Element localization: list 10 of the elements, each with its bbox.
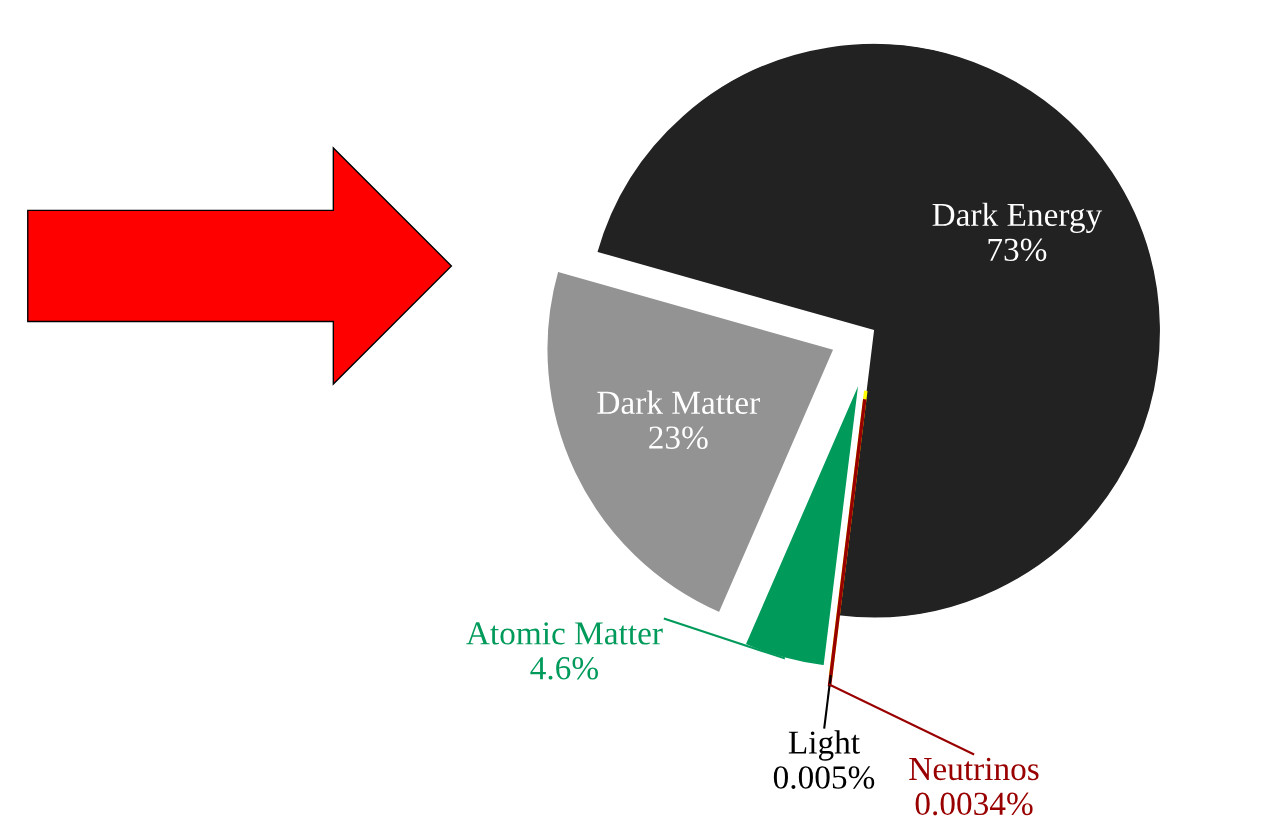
slice-label: Dark Energy — [932, 202, 1103, 233]
data-label: 4.6% — [530, 656, 598, 680]
data-label: 0.005% — [773, 766, 875, 789]
data-label: 23% — [649, 426, 708, 449]
slice-label: Dark Matter — [597, 390, 760, 415]
data-label: 73% — [988, 238, 1047, 262]
slice-label: Atomic Matter — [466, 622, 663, 645]
slice-label: Light — [788, 730, 860, 761]
slice-label: Neutrinos — [909, 757, 1039, 781]
data-label: 0.0034% — [915, 792, 1033, 816]
